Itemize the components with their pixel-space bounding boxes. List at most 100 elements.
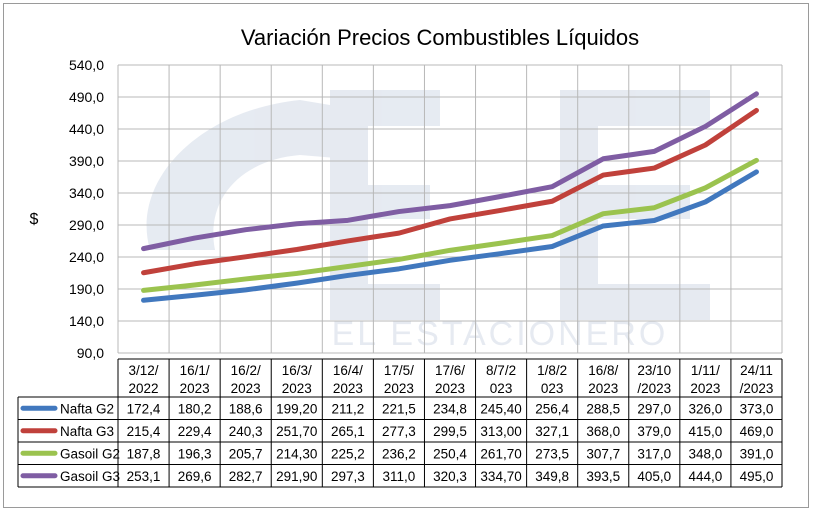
data-label: 250,4 bbox=[433, 446, 467, 461]
data-label: 199,20 bbox=[276, 401, 317, 416]
x-tick-label: 023 bbox=[541, 381, 564, 396]
data-label: 221,5 bbox=[382, 401, 416, 416]
data-label: 253,1 bbox=[127, 469, 161, 484]
data-label: 215,4 bbox=[127, 424, 161, 439]
data-label: 317,0 bbox=[637, 446, 671, 461]
data-label: 188,6 bbox=[229, 401, 263, 416]
x-tick-label: 16/3/ bbox=[282, 363, 312, 378]
data-label: 229,4 bbox=[178, 424, 212, 439]
data-label: 187,8 bbox=[127, 446, 161, 461]
data-label: 211,2 bbox=[331, 401, 364, 416]
x-tick-label: 2023 bbox=[435, 381, 465, 396]
data-label: 297,3 bbox=[331, 469, 365, 484]
data-label: 379,0 bbox=[637, 424, 671, 439]
data-label: 495,0 bbox=[740, 469, 774, 484]
watermark-letter-shape bbox=[560, 90, 598, 320]
y-tick-label: 240,0 bbox=[69, 249, 104, 265]
chart-frame bbox=[3, 3, 809, 508]
watermark-letter-shape bbox=[330, 90, 440, 126]
x-tick-label: 8/7/2 bbox=[486, 363, 516, 378]
x-tick-label: 16/1/ bbox=[180, 363, 210, 378]
data-label: 277,3 bbox=[382, 424, 416, 439]
x-tick-label: 1/11/ bbox=[691, 363, 720, 378]
data-label: 348,0 bbox=[688, 446, 722, 461]
data-label: 225,2 bbox=[331, 446, 365, 461]
data-label: 251,70 bbox=[276, 424, 317, 439]
x-tick-label: 1/8/2 bbox=[537, 363, 567, 378]
data-label: 349,8 bbox=[535, 469, 569, 484]
watermark-letter-shape bbox=[560, 284, 710, 320]
data-label: 297,0 bbox=[637, 401, 671, 416]
data-label: 334,70 bbox=[480, 469, 521, 484]
y-tick-label: 140,0 bbox=[69, 313, 104, 329]
x-tick-label: 2023 bbox=[690, 381, 720, 396]
legend-entry: Nafta G3 bbox=[60, 424, 114, 439]
x-tick-label: 16/8/ bbox=[588, 363, 618, 378]
x-tick-label: 2023 bbox=[588, 381, 618, 396]
x-tick-label: 17/5/ bbox=[384, 363, 414, 378]
data-label: 205,7 bbox=[229, 446, 263, 461]
data-label: 214,30 bbox=[276, 446, 317, 461]
data-label: 291,90 bbox=[276, 469, 317, 484]
y-tick-label: 290,0 bbox=[69, 217, 104, 233]
y-tick-label: 490,0 bbox=[69, 89, 104, 105]
data-label: 234,8 bbox=[433, 401, 467, 416]
y-tick-label: 190,0 bbox=[69, 281, 104, 297]
y-axis-label: $ bbox=[30, 211, 39, 228]
watermark-letter-shape bbox=[330, 284, 440, 320]
data-label: 240,3 bbox=[229, 424, 263, 439]
x-tick-label: 17/6/ bbox=[435, 363, 465, 378]
x-tick-label: 3/12/ bbox=[129, 363, 159, 378]
data-label: 444,0 bbox=[688, 469, 722, 484]
data-table: 3/12/2022 16/1/2023 16/2/2023 16/3/2023 16/4… bbox=[17, 358, 783, 488]
data-label: 307,7 bbox=[586, 446, 620, 461]
x-tick-label: 16/4/ bbox=[333, 363, 363, 378]
data-label: 180,2 bbox=[178, 401, 212, 416]
data-label: 245,40 bbox=[480, 401, 521, 416]
data-label: 236,2 bbox=[382, 446, 416, 461]
x-tick-label: 2023 bbox=[180, 381, 210, 396]
series-lines bbox=[141, 91, 759, 303]
data-label: 282,7 bbox=[229, 469, 263, 484]
data-label: 288,5 bbox=[586, 401, 620, 416]
series-line bbox=[141, 157, 759, 293]
data-label: 269,6 bbox=[178, 469, 212, 484]
data-label: 196,3 bbox=[178, 446, 212, 461]
x-tick-label: 16/2/ bbox=[231, 363, 261, 378]
legend-entry: Nafta G2 bbox=[60, 401, 114, 416]
series-line bbox=[141, 91, 759, 252]
data-label: 320,3 bbox=[433, 469, 467, 484]
fuel-pump-watermark-shape bbox=[146, 100, 360, 250]
x-tick-label: 2023 bbox=[384, 381, 414, 396]
series-line bbox=[141, 107, 759, 276]
watermark-letter-shape bbox=[560, 90, 710, 126]
data-label: 373,0 bbox=[740, 401, 774, 416]
data-label: 265,1 bbox=[331, 424, 365, 439]
x-tick-label: 023 bbox=[490, 381, 513, 396]
data-label: 368,0 bbox=[586, 424, 620, 439]
y-tick-label: 440,0 bbox=[69, 121, 104, 137]
x-tick-label: /2023 bbox=[740, 381, 774, 396]
data-label: 261,70 bbox=[480, 446, 521, 461]
grid bbox=[117, 64, 783, 354]
x-tick-label: 2022 bbox=[129, 381, 159, 396]
x-tick-label: 24/11 bbox=[740, 363, 773, 378]
chart-title: Variación Precios Combustibles Líquidos bbox=[241, 25, 639, 50]
y-tick-labels: 90,0 140,0 190,0 240,0 290,0 340,0 390,0 440,0 4… bbox=[69, 57, 104, 361]
y-tick-label: 540,0 bbox=[69, 57, 104, 73]
data-label: 313,00 bbox=[480, 424, 521, 439]
series-line bbox=[141, 169, 759, 303]
data-label: 391,0 bbox=[740, 446, 774, 461]
x-tick-label: 2023 bbox=[231, 381, 261, 396]
x-tick-label: 2023 bbox=[282, 381, 312, 396]
data-label: 273,5 bbox=[535, 446, 569, 461]
x-tick-label: /2023 bbox=[637, 381, 671, 396]
data-label: 469,0 bbox=[740, 424, 774, 439]
x-tick-label: 23/10 bbox=[637, 363, 671, 378]
data-label: 393,5 bbox=[586, 469, 620, 484]
data-label: 327,1 bbox=[535, 424, 569, 439]
data-label: 405,0 bbox=[637, 469, 671, 484]
legend-entry: Gasoil G2 bbox=[60, 446, 120, 461]
data-label: 415,0 bbox=[688, 424, 722, 439]
